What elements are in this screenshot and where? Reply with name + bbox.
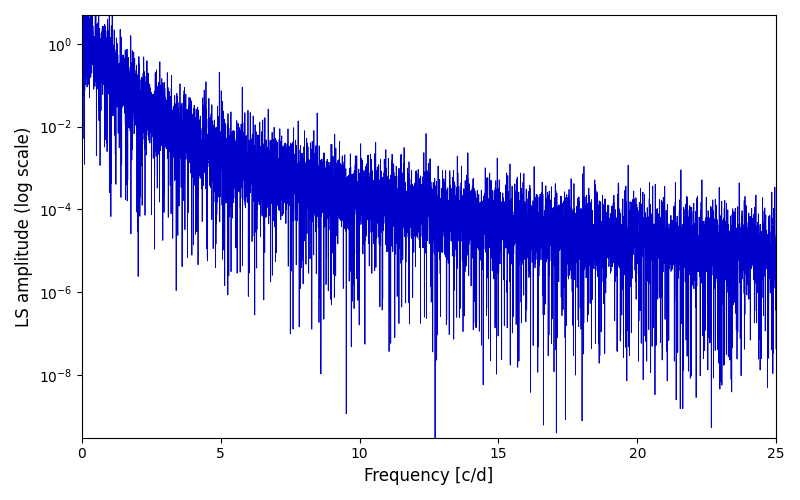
X-axis label: Frequency [c/d]: Frequency [c/d] — [364, 467, 494, 485]
Y-axis label: LS amplitude (log scale): LS amplitude (log scale) — [15, 126, 33, 326]
